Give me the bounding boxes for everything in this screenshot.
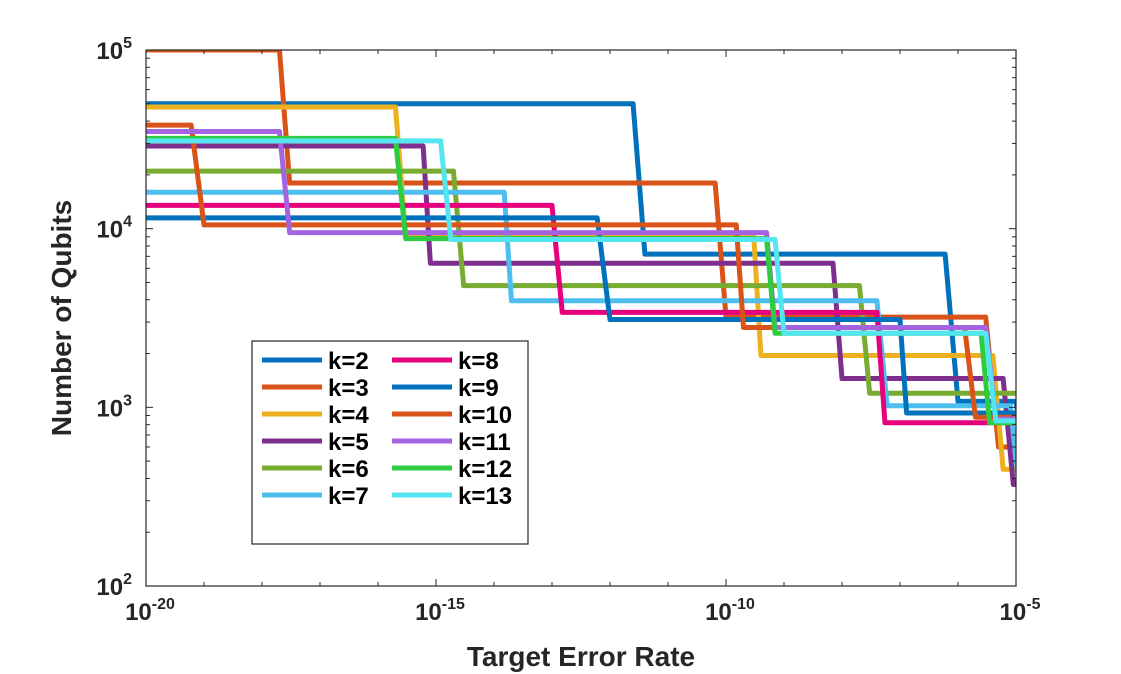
series-line-k-13 xyxy=(146,138,1016,424)
y-tick-label: 103 xyxy=(96,392,132,422)
y-tick-label: 102 xyxy=(96,571,132,601)
legend-item-k-7: k=7 xyxy=(262,483,369,510)
legend-label: k=6 xyxy=(328,456,369,483)
legend-item-k-13: k=13 xyxy=(392,483,512,510)
ticks-layer xyxy=(145,50,1017,587)
legend-label: k=12 xyxy=(458,456,512,483)
y-axis-label: Number of Qubits xyxy=(46,200,77,436)
x-tick-label: 10-5 xyxy=(1000,596,1041,626)
legend-label: k=5 xyxy=(328,429,369,456)
legend-label: k=8 xyxy=(458,348,499,375)
x-tick-label: 10-15 xyxy=(415,596,465,626)
x-tick-label: 10-10 xyxy=(705,596,755,626)
legend-item-k-2: k=2 xyxy=(262,348,369,375)
y-tick-label: 105 xyxy=(96,35,132,65)
legend-label: k=2 xyxy=(328,348,369,375)
tick-labels-layer: 10-20 10-15 10-10 10-5 102 103 104 105 xyxy=(96,35,1040,626)
series-line-k-2 xyxy=(146,101,1016,418)
plot-area-frame xyxy=(145,49,1017,587)
x-axis-label: Target Error Rate xyxy=(467,641,695,672)
legend-label: k=9 xyxy=(458,375,499,402)
legend-item-k-3: k=3 xyxy=(262,375,369,402)
legend-label: k=11 xyxy=(458,429,511,456)
legend-label: k=7 xyxy=(328,483,369,510)
series-line-k-4 xyxy=(146,104,1016,472)
legend-item-k-12: k=12 xyxy=(392,456,512,483)
legend-item-k-6: k=6 xyxy=(262,456,369,483)
legend-label: k=4 xyxy=(328,402,369,429)
legend-item-k-8: k=8 xyxy=(392,348,499,375)
legend-item-k-5: k=5 xyxy=(262,429,369,456)
legend-label: k=13 xyxy=(458,483,512,510)
legend-label: k=3 xyxy=(328,375,369,402)
legend-item-k-9: k=9 xyxy=(392,375,499,402)
series-layer xyxy=(146,50,1016,487)
y-tick-label: 104 xyxy=(96,214,132,244)
legend-item-k-11: k=11 xyxy=(392,429,511,456)
legend-item-k-4: k=4 xyxy=(262,402,369,429)
legend-label: k=10 xyxy=(458,402,512,429)
legend-item-k-10: k=10 xyxy=(392,402,512,429)
x-tick-label: 10-20 xyxy=(125,596,175,626)
legend: k=2k=3k=4k=5k=6k=7 k=8k=9k=10k=11k=12k=13 xyxy=(251,340,529,545)
